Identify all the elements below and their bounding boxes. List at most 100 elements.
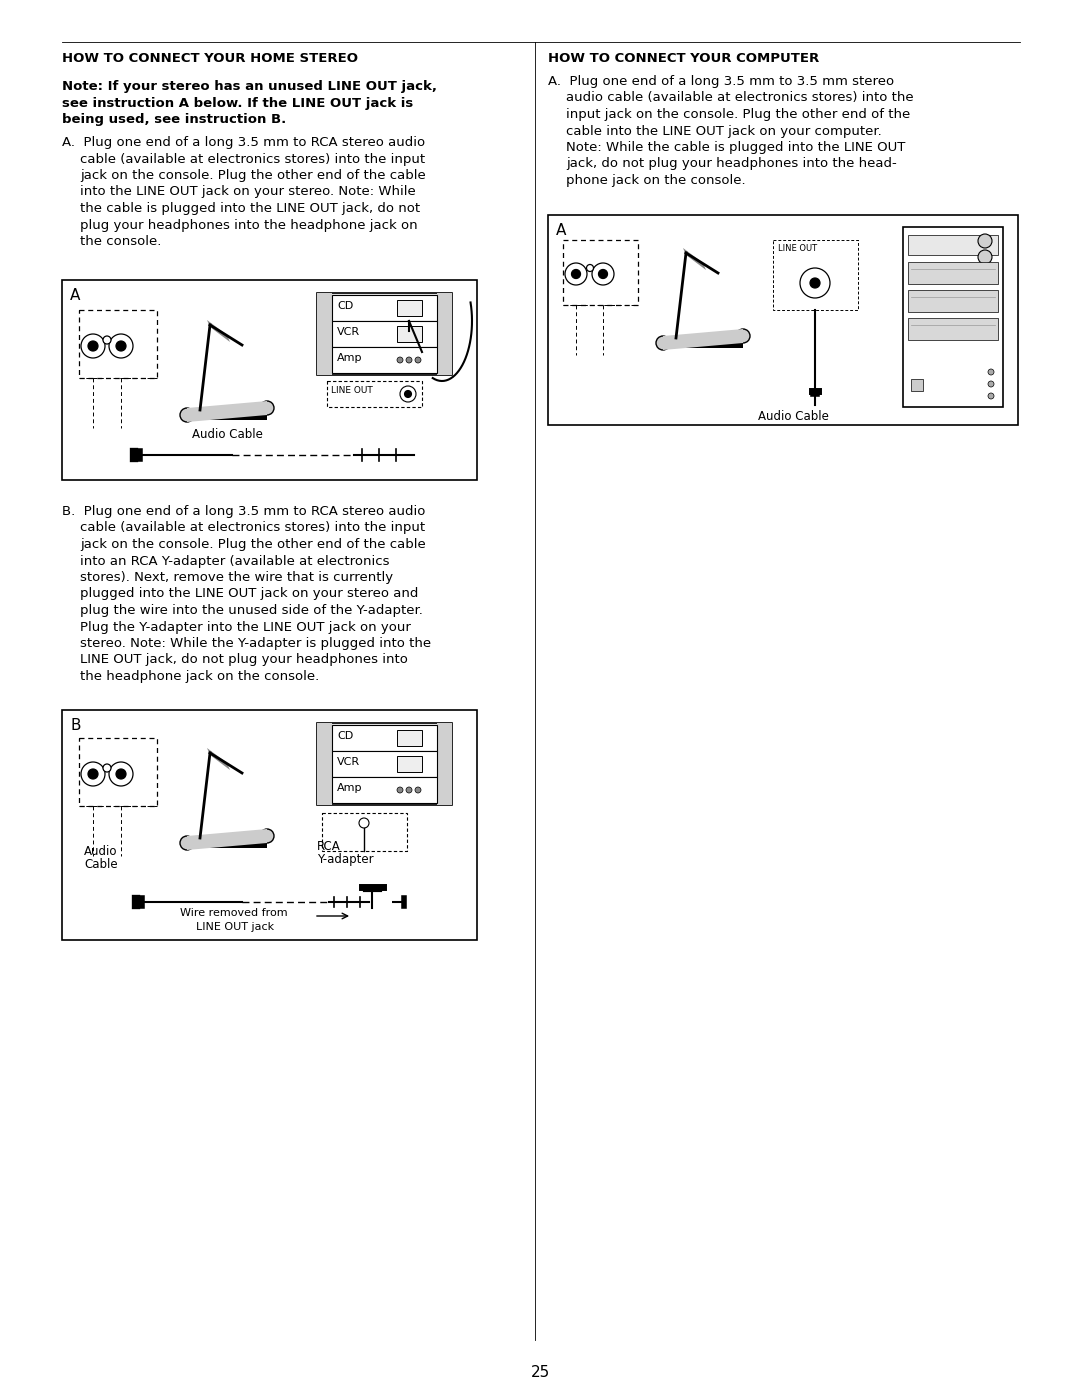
Text: LINE OUT: LINE OUT [330,386,373,395]
Bar [332,321,437,346]
Circle shape [735,330,750,344]
Text: the cable is plugged into the LINE OUT jack, do not: the cable is plugged into the LINE OUT j… [80,203,420,215]
Text: Y-adapter: Y-adapter [318,854,374,866]
Polygon shape [183,842,267,848]
Text: Audio Cable: Audio Cable [758,409,828,423]
Circle shape [103,764,111,773]
Text: jack on the console. Plug the other end of the cable: jack on the console. Plug the other end … [80,538,426,550]
Bar [318,724,453,805]
Circle shape [180,835,194,849]
Circle shape [260,401,274,415]
Bar [397,326,422,342]
Bar [548,215,1018,425]
Bar [437,724,453,805]
Circle shape [400,386,416,402]
Circle shape [415,787,421,793]
Circle shape [405,391,411,398]
Circle shape [988,393,994,400]
Text: plug your headphones into the headphone jack on: plug your headphones into the headphone … [80,218,418,232]
Text: the console.: the console. [80,235,161,249]
Bar [332,777,437,803]
Bar [62,710,477,940]
Text: LINE OUT: LINE OUT [778,244,818,253]
Polygon shape [658,344,743,348]
Bar [79,310,157,379]
Bar [437,293,453,374]
Circle shape [109,334,133,358]
Text: cable (available at electronics stores) into the input: cable (available at electronics stores) … [80,152,426,165]
Circle shape [978,250,993,264]
Bar [773,240,858,310]
Text: cable (available at electronics stores) into the input: cable (available at electronics stores) … [80,521,426,535]
Circle shape [586,264,594,271]
Text: A.  Plug one end of a long 3.5 mm to 3.5 mm stereo: A. Plug one end of a long 3.5 mm to 3.5 … [548,75,894,88]
Text: B: B [70,718,81,733]
Circle shape [800,268,831,298]
Circle shape [415,358,421,363]
Polygon shape [663,330,743,351]
Circle shape [103,337,111,344]
Text: VCR: VCR [337,757,360,767]
Bar [563,240,638,305]
Text: Wire removed from: Wire removed from [180,908,287,918]
Text: Note: While the cable is plugged into the LINE OUT: Note: While the cable is plugged into th… [566,141,905,154]
Circle shape [260,828,274,842]
Bar [908,235,998,256]
Circle shape [978,235,993,249]
Polygon shape [183,415,267,420]
Circle shape [988,369,994,374]
Text: HOW TO CONNECT YOUR COMPUTER: HOW TO CONNECT YOUR COMPUTER [548,52,820,66]
Text: stores). Next, remove the wire that is currently: stores). Next, remove the wire that is c… [80,571,393,584]
Text: CD: CD [337,731,353,740]
Bar [332,725,437,752]
Text: A: A [70,288,80,303]
Text: plug the wire into the unused side of the Y-adapter.: plug the wire into the unused side of th… [80,604,423,617]
Bar [327,381,422,407]
Text: 25: 25 [530,1365,550,1380]
Text: LINE OUT jack, do not plug your headphones into: LINE OUT jack, do not plug your headphon… [80,654,408,666]
Text: jack, do not plug your headphones into the head-: jack, do not plug your headphones into t… [566,158,896,170]
Text: jack on the console. Plug the other end of the cable: jack on the console. Plug the other end … [80,169,426,182]
Text: A.  Plug one end of a long 3.5 mm to RCA stereo audio: A. Plug one end of a long 3.5 mm to RCA … [62,136,426,149]
Text: RCA: RCA [318,840,341,854]
Bar [318,293,332,374]
Text: HOW TO CONNECT YOUR HOME STEREO: HOW TO CONNECT YOUR HOME STEREO [62,52,357,66]
Bar [322,813,407,851]
Polygon shape [207,747,230,770]
Bar [318,293,453,374]
Text: see instruction A below. If the LINE OUT jack is: see instruction A below. If the LINE OUT… [62,96,414,109]
Text: Plug the Y-adapter into the LINE OUT jack on your: Plug the Y-adapter into the LINE OUT jac… [80,620,410,633]
Text: Amp: Amp [337,782,363,793]
Text: A: A [556,224,566,237]
Text: phone jack on the console.: phone jack on the console. [566,175,745,187]
Text: input jack on the console. Plug the other end of the: input jack on the console. Plug the othe… [566,108,910,122]
Circle shape [565,263,588,285]
Bar [332,752,437,777]
Circle shape [810,278,820,288]
Text: Audio: Audio [84,845,118,858]
Text: Audio Cable: Audio Cable [192,427,262,441]
Text: the headphone jack on the console.: the headphone jack on the console. [80,671,320,683]
Circle shape [397,358,403,363]
Polygon shape [187,828,267,849]
Text: VCR: VCR [337,327,360,337]
Bar [397,300,422,316]
Circle shape [406,787,411,793]
Circle shape [87,341,98,351]
Circle shape [359,819,369,828]
Text: stereo. Note: While the Y-adapter is plugged into the: stereo. Note: While the Y-adapter is plu… [80,637,431,650]
Circle shape [571,270,581,278]
Bar [908,263,998,284]
Circle shape [598,270,607,278]
Bar [318,724,332,805]
Text: cable into the LINE OUT jack on your computer.: cable into the LINE OUT jack on your com… [566,124,881,137]
Text: CD: CD [337,300,353,312]
Circle shape [656,337,670,351]
Text: B.  Plug one end of a long 3.5 mm to RCA stereo audio: B. Plug one end of a long 3.5 mm to RCA … [62,504,426,518]
Bar [908,319,998,339]
Polygon shape [683,249,706,270]
Circle shape [988,381,994,387]
Bar [62,279,477,481]
Circle shape [87,768,98,780]
Text: LINE OUT jack: LINE OUT jack [195,922,274,932]
